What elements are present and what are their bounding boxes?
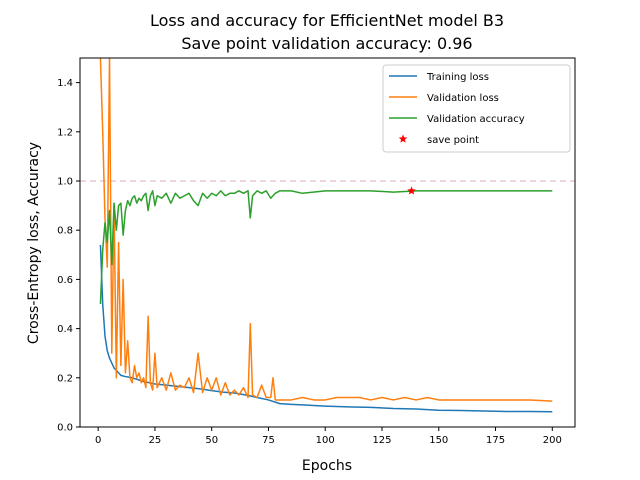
x-tick-label: 100 <box>316 435 335 446</box>
x-tick-label: 75 <box>262 435 275 446</box>
y-axis-label: Cross-Entropy loss, Accuracy <box>26 142 42 344</box>
chart-title: Loss and accuracy for EfficientNet model… <box>150 11 504 30</box>
legend-label-validation-loss: Validation loss <box>427 93 499 104</box>
x-tick-label: 200 <box>543 435 562 446</box>
legend-swatch-save-point <box>398 134 408 143</box>
y-tick-label: 0.0 <box>57 423 73 434</box>
legend-box <box>382 64 571 153</box>
x-tick-label: 0 <box>95 435 101 446</box>
plot-area <box>80 58 575 413</box>
series-line-validation-loss <box>99 58 553 402</box>
save-point-marker <box>407 186 416 195</box>
x-tick-label: 25 <box>149 435 162 446</box>
y-tick-label: 1.0 <box>57 177 73 188</box>
legend: Training loss Validation loss Validation a… <box>382 64 571 153</box>
legend-label-training-loss: Training loss <box>426 72 489 83</box>
legend-label-validation-accuracy: Validation accuracy <box>427 114 525 125</box>
series-line-validation-accuracy <box>99 190 553 305</box>
x-tick-label: 125 <box>372 435 391 446</box>
series-line-training-loss <box>99 244 553 413</box>
axes: 0 25 50 75 100 125 150 175 200 0.0 0.2 0.4 0.6 0.8 1.0… <box>57 57 576 446</box>
x-tick-label: 50 <box>205 435 218 446</box>
x-axis-label: Epochs <box>302 458 352 474</box>
y-tick-label: 1.4 <box>57 78 73 89</box>
y-tick-label: 1.2 <box>57 127 73 138</box>
y-tick-label: 0.4 <box>57 324 73 335</box>
y-tick-label: 0.6 <box>57 275 73 286</box>
series-group <box>99 58 553 413</box>
x-tick-label: 175 <box>486 435 505 446</box>
y-tick-label: 0.8 <box>57 226 73 237</box>
legend-label-save-point: save point <box>427 135 479 146</box>
y-tick-label: 0.2 <box>57 373 73 384</box>
x-tick-label: 150 <box>429 435 448 446</box>
chart-subtitle: Save point validation accuracy: 0.96 <box>181 34 472 53</box>
axes-frame <box>79 57 576 428</box>
